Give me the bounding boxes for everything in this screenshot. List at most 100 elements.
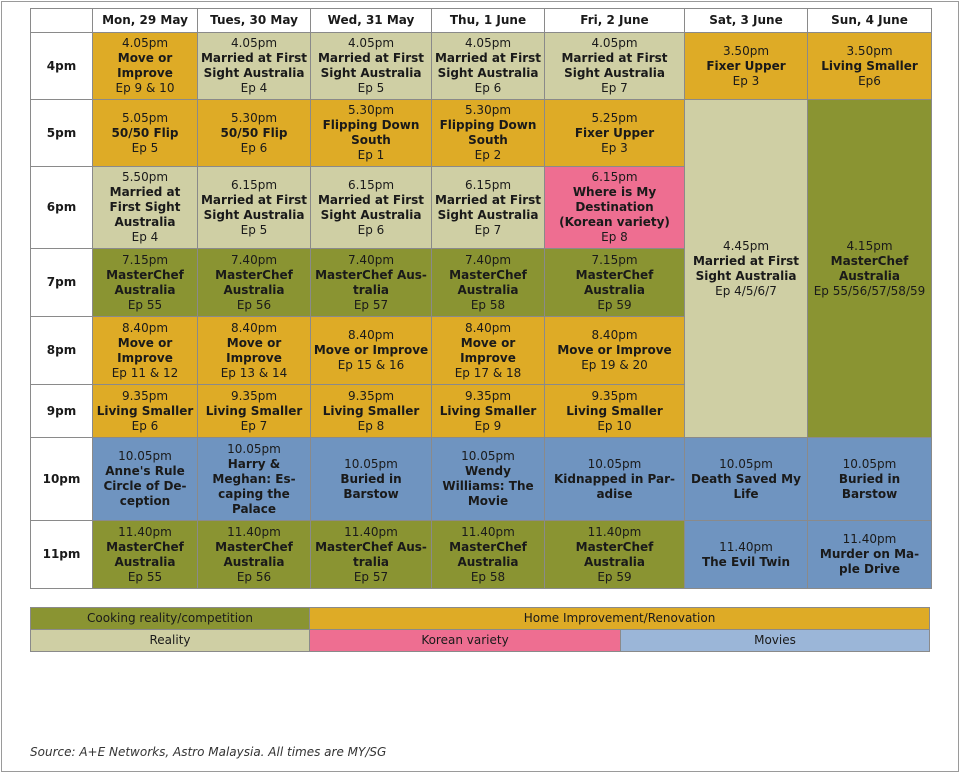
program-title: The Evil Twin <box>701 554 791 569</box>
source-note: Source: A+E Networks, Astro Malaysia. Al… <box>30 745 387 759</box>
program-cell: 8.40pm Move or Improve Ep 11 & 12 <box>92 316 198 385</box>
program-title: Harry & Meghan: Es-caping the Palace <box>212 456 296 516</box>
air-time: 4.05pm <box>347 36 395 50</box>
episode: Ep 56 <box>236 569 272 584</box>
episode: Ep 55 <box>127 569 163 584</box>
program-title: MasterChef Australia <box>449 539 527 569</box>
episode: Ep 4 <box>131 230 159 244</box>
episode: Ep 7 <box>474 222 502 237</box>
program-title: Married at First Sight Australia <box>200 192 307 222</box>
program-cell: 11.40pm MasterChef Australia Ep 58 <box>431 520 545 589</box>
episode: Ep 58 <box>470 569 506 584</box>
episode: Ep 6 <box>357 222 385 237</box>
legend-reality: Reality <box>30 629 310 652</box>
air-time: 4.15pm <box>846 238 893 253</box>
episode: Ep 15 & 16 <box>337 358 405 372</box>
program-cell: 5.30pm 50/50 Flip Ep 6 <box>197 99 311 167</box>
program-cell: 7.15pm MasterChef Australia Ep 55 <box>92 248 198 317</box>
time-label: 11pm <box>30 520 93 589</box>
air-time: 8.40pm <box>464 320 512 335</box>
program-title: Married at First Sight Australia <box>317 51 424 80</box>
air-time: 10.05pm <box>719 456 773 471</box>
air-time: 8.40pm <box>121 320 169 335</box>
program-cell: 8.40pm Move or Improve Ep 19 & 20 <box>544 316 685 385</box>
legend: Cooking reality/competition Home Improve… <box>30 607 930 653</box>
program-cell: 4.05pm Married at First Sight Australia Ep… <box>431 32 545 100</box>
air-time: 10.05pm <box>461 449 515 463</box>
program-cell: 8.40pm Move or Improve Ep 13 & 14 <box>197 316 311 385</box>
program-title: Move or Improve <box>117 51 173 80</box>
program-cell: 7.40pm MasterChef Aus-tralia Ep 57 <box>310 248 432 317</box>
program-title: Buried in Barstow <box>340 471 402 501</box>
air-time: 4.45pm <box>722 238 770 253</box>
air-time: 3.50pm <box>846 43 893 58</box>
air-time: 7.40pm <box>347 252 395 267</box>
program-title: Anne's Rule Circle of De-ception <box>103 464 187 508</box>
air-time: 9.35pm <box>121 388 169 403</box>
program-title: Fixer Upper <box>706 58 786 73</box>
air-time: 8.40pm <box>347 328 395 342</box>
episode: Ep 57 <box>353 569 389 584</box>
program-cell: 11.40pm MasterChef Australia Ep 55 <box>92 520 198 589</box>
program-cell: 6.15pm Where is My Destination (Korean va… <box>544 166 685 249</box>
air-time: 5.50pm <box>121 170 169 184</box>
program-title: Where is My Destination (Korean variety) <box>559 185 670 229</box>
program-title: Living Smaller <box>566 403 663 418</box>
air-time: 4.05pm <box>121 36 169 50</box>
program-cell: 3.50pm Living Smaller Ep6 <box>807 32 932 100</box>
program-title: Buried in Barstow <box>838 471 901 501</box>
program-cell: 11.40pm Murder on Ma-ple Drive <box>807 520 932 589</box>
air-time: 4.05pm <box>464 36 512 50</box>
air-time: 7.15pm <box>591 252 638 267</box>
episode: Ep 1 <box>357 148 385 162</box>
program-cell: 4.45pm Married at First Sight Australia Ep… <box>684 99 808 438</box>
episode: Ep 3 <box>732 73 760 88</box>
program-cell: 4.05pm Married at First Sight Australia Ep… <box>197 32 311 100</box>
program-cell: 3.50pm Fixer Upper Ep 3 <box>684 32 808 100</box>
program-cell: 4.05pm Married at First Sight Australia Ep… <box>544 32 685 100</box>
program-cell: 8.40pm Move or Improve Ep 15 & 16 <box>310 316 432 385</box>
air-time: 6.15pm <box>347 177 395 192</box>
air-time: 11.40pm <box>118 524 172 539</box>
episode: Ep 56 <box>236 297 272 312</box>
air-time: 5.30pm <box>347 103 395 117</box>
program-title: Living Smaller <box>205 403 303 418</box>
air-time: 5.25pm <box>591 110 638 125</box>
program-title: MasterChef Australia <box>449 267 527 297</box>
program-title: Married at First Sight Australia <box>200 51 307 80</box>
episode: Ep 5 <box>131 140 159 155</box>
program-cell: 9.35pm Living Smaller Ep 6 <box>92 384 198 438</box>
program-title: Married at First Sight Australia <box>434 51 541 80</box>
program-title: Living Smaller <box>96 403 194 418</box>
air-time: 10.05pm <box>344 456 398 471</box>
program-cell: 9.35pm Living Smaller Ep 10 <box>544 384 685 438</box>
air-time: 6.15pm <box>591 170 638 184</box>
program-title: Murder on Ma-ple Drive <box>819 547 920 576</box>
air-time: 11.40pm <box>344 524 398 539</box>
program-cell: 5.30pm Flipping Down South Ep 2 <box>431 99 545 167</box>
air-time: 8.40pm <box>230 320 278 335</box>
air-time: 10.05pm <box>587 456 642 471</box>
program-title: Flipping Down South <box>439 118 537 147</box>
time-label: 9pm <box>30 384 93 438</box>
program-title: Married at First Sight Australia <box>434 192 541 222</box>
day-header: Sat, 3 June <box>684 8 808 33</box>
episode: Ep 59 <box>597 297 632 312</box>
air-time: 10.05pm <box>118 449 172 463</box>
air-time: 3.50pm <box>722 43 770 58</box>
program-title: Living Smaller <box>439 403 537 418</box>
time-label: 8pm <box>30 316 93 385</box>
program-title: 50/50 Flip <box>220 125 288 140</box>
episode: Ep 4/5/6/7 <box>715 283 777 298</box>
program-cell: 10.05pm Buried in Barstow <box>807 437 932 521</box>
program-cell: 4.05pm Married at First Sight Australia Ep… <box>310 32 432 100</box>
air-time: 11.40pm <box>461 524 515 539</box>
air-time: 10.05pm <box>842 456 897 471</box>
program-title: Move or Improve <box>313 343 429 357</box>
episode: Ep 3 <box>601 140 628 155</box>
program-cell: 9.35pm Living Smaller Ep 9 <box>431 384 545 438</box>
air-time: 11.40pm <box>227 524 281 539</box>
program-title: Married at First Sight Australia <box>561 51 668 80</box>
program-title: Flipping Down South <box>322 118 420 147</box>
